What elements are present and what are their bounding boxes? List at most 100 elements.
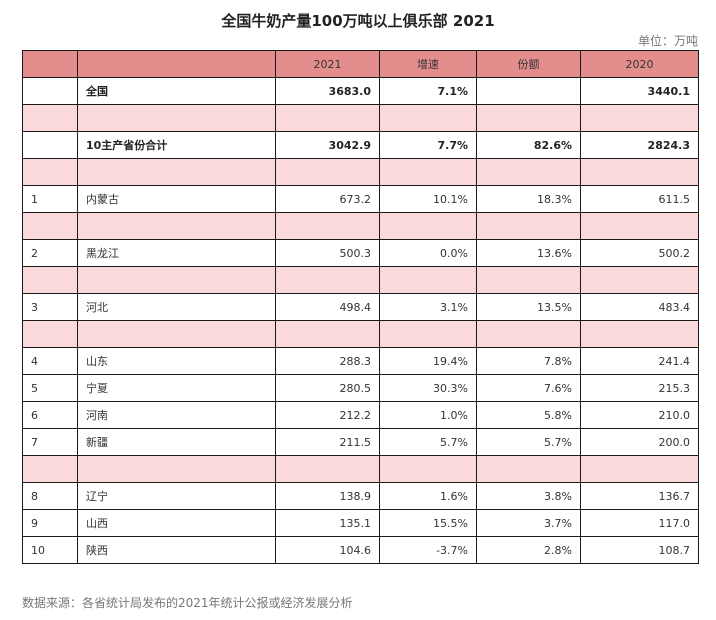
name-cell: 辽宁	[77, 482, 276, 510]
rank-cell	[22, 77, 78, 105]
growth-cell: 7.7%	[379, 131, 477, 159]
value-2020-cell: 241.4	[580, 347, 699, 375]
header-2020: 2020	[580, 50, 699, 78]
value-2020-cell: 210.0	[580, 401, 699, 429]
table-row: 2 黑龙江 500.3 0.0% 13.6% 500.2	[22, 239, 699, 267]
table-row: 10 陕西 104.6 -3.7% 2.8% 108.7	[22, 536, 699, 564]
table-row: 9 山西 135.1 15.5% 3.7% 117.0	[22, 509, 699, 537]
value-2021-cell: 212.2	[275, 401, 380, 429]
name-cell: 山西	[77, 509, 276, 537]
header-rank	[22, 50, 78, 78]
growth-cell: 10.1%	[379, 185, 477, 213]
header-row: 2021 增速 份额 2020	[22, 50, 699, 78]
name-cell: 宁夏	[77, 374, 276, 402]
table-row-national: 全国 3683.0 7.1% 3440.1	[22, 77, 699, 105]
share-cell: 7.6%	[476, 374, 581, 402]
spacer-row	[22, 320, 699, 348]
table-row: 5 宁夏 280.5 30.3% 7.6% 215.3	[22, 374, 699, 402]
table-row: 8 辽宁 138.9 1.6% 3.8% 136.7	[22, 482, 699, 510]
name-cell: 内蒙古	[77, 185, 276, 213]
source-note: 数据来源：各省统计局发布的2021年统计公报或经济发展分析	[22, 596, 353, 610]
share-cell: 3.8%	[476, 482, 581, 510]
header-name	[77, 50, 276, 78]
name-cell: 黑龙江	[77, 239, 276, 267]
name-cell: 河北	[77, 293, 276, 321]
value-2020-cell: 483.4	[580, 293, 699, 321]
share-cell	[476, 77, 581, 105]
growth-cell: 1.6%	[379, 482, 477, 510]
table-row: 1 内蒙古 673.2 10.1% 18.3% 611.5	[22, 185, 699, 213]
unit-label: 单位：万吨	[637, 34, 698, 48]
growth-cell: 7.1%	[379, 77, 477, 105]
growth-cell: 5.7%	[379, 428, 477, 456]
table-row: 6 河南 212.2 1.0% 5.8% 210.0	[22, 401, 699, 429]
spacer-row	[22, 158, 699, 186]
name-cell: 新疆	[77, 428, 276, 456]
value-2020-cell: 108.7	[580, 536, 699, 564]
header-2021: 2021	[275, 50, 380, 78]
value-2021-cell: 288.3	[275, 347, 380, 375]
growth-cell: 1.0%	[379, 401, 477, 429]
value-2020-cell: 500.2	[580, 239, 699, 267]
value-2021-cell: 138.9	[275, 482, 380, 510]
value-2020-cell: 3440.1	[580, 77, 699, 105]
share-cell: 7.8%	[476, 347, 581, 375]
value-2021-cell: 3042.9	[275, 131, 380, 159]
rank-cell: 4	[22, 347, 78, 375]
spacer-row	[22, 104, 699, 132]
share-cell: 5.8%	[476, 401, 581, 429]
rank-cell: 5	[22, 374, 78, 402]
table-row: 3 河北 498.4 3.1% 13.5% 483.4	[22, 293, 699, 321]
table-row: 4 山东 288.3 19.4% 7.8% 241.4	[22, 347, 699, 375]
spacer-row	[22, 455, 699, 483]
value-2021-cell: 104.6	[275, 536, 380, 564]
growth-cell: 3.1%	[379, 293, 477, 321]
growth-cell: 30.3%	[379, 374, 477, 402]
value-2021-cell: 498.4	[275, 293, 380, 321]
share-cell: 18.3%	[476, 185, 581, 213]
value-2020-cell: 117.0	[580, 509, 699, 537]
share-cell: 82.6%	[476, 131, 581, 159]
milk-production-table: 2021 增速 份额 2020 全国 3683.0 7.1% 3440.1 10…	[22, 50, 699, 564]
name-cell: 陕西	[77, 536, 276, 564]
rank-cell: 9	[22, 509, 78, 537]
value-2020-cell: 136.7	[580, 482, 699, 510]
name-cell: 山东	[77, 347, 276, 375]
value-2020-cell: 2824.3	[580, 131, 699, 159]
share-cell: 13.5%	[476, 293, 581, 321]
spacer-row	[22, 212, 699, 240]
page-title: 全国牛奶产量100万吨以上俱乐部 2021	[221, 12, 495, 30]
table-row: 7 新疆 211.5 5.7% 5.7% 200.0	[22, 428, 699, 456]
header-growth: 增速	[379, 50, 477, 78]
rank-cell: 6	[22, 401, 78, 429]
value-2020-cell: 215.3	[580, 374, 699, 402]
value-2021-cell: 211.5	[275, 428, 380, 456]
share-cell: 3.7%	[476, 509, 581, 537]
table-row-top10-total: 10主产省份合计 3042.9 7.7% 82.6% 2824.3	[22, 131, 699, 159]
value-2020-cell: 200.0	[580, 428, 699, 456]
rank-cell: 10	[22, 536, 78, 564]
share-cell: 13.6%	[476, 239, 581, 267]
rank-cell	[22, 131, 78, 159]
value-2020-cell: 611.5	[580, 185, 699, 213]
name-cell: 河南	[77, 401, 276, 429]
growth-cell: 0.0%	[379, 239, 477, 267]
growth-cell: 19.4%	[379, 347, 477, 375]
value-2021-cell: 280.5	[275, 374, 380, 402]
share-cell: 2.8%	[476, 536, 581, 564]
value-2021-cell: 135.1	[275, 509, 380, 537]
growth-cell: 15.5%	[379, 509, 477, 537]
rank-cell: 8	[22, 482, 78, 510]
value-2021-cell: 500.3	[275, 239, 380, 267]
rank-cell: 1	[22, 185, 78, 213]
value-2021-cell: 3683.0	[275, 77, 380, 105]
rank-cell: 2	[22, 239, 78, 267]
value-2021-cell: 673.2	[275, 185, 380, 213]
growth-cell: -3.7%	[379, 536, 477, 564]
name-cell: 10主产省份合计	[77, 131, 276, 159]
rank-cell: 3	[22, 293, 78, 321]
header-share: 份额	[476, 50, 581, 78]
rank-cell: 7	[22, 428, 78, 456]
share-cell: 5.7%	[476, 428, 581, 456]
name-cell: 全国	[77, 77, 276, 105]
